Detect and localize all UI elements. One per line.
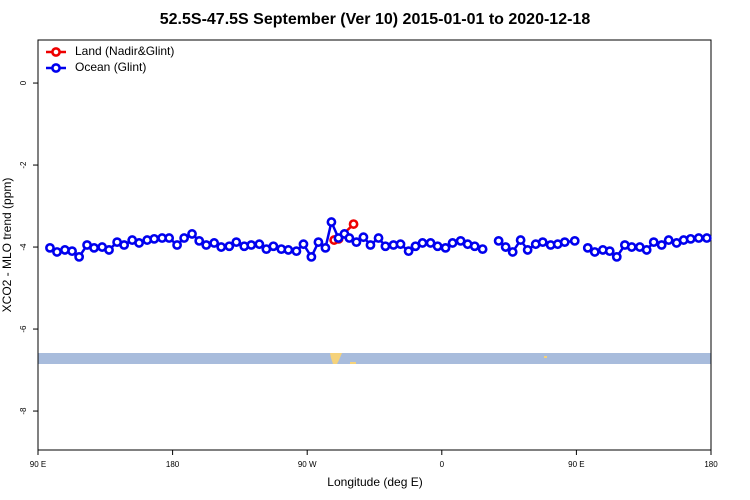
data-point	[89, 242, 99, 253]
x-axis-label: Longitude (deg E)	[327, 475, 422, 489]
data-point	[52, 247, 62, 257]
data-point	[469, 241, 480, 252]
data-point	[537, 237, 548, 248]
legend-label: Ocean (Glint)	[75, 60, 146, 74]
data-point	[417, 238, 428, 248]
x-tick-label: 180	[166, 460, 180, 469]
land-patch	[544, 356, 547, 358]
data-point	[45, 242, 55, 253]
data-point	[403, 246, 414, 257]
x-tick-label: 90 W	[298, 460, 317, 469]
data-point	[209, 238, 220, 248]
y-axis-label: XCO2 - MLO trend (ppm)	[0, 178, 14, 313]
land-patch	[330, 353, 342, 364]
data-point	[611, 251, 622, 262]
data-point	[298, 239, 309, 250]
data-point	[656, 240, 667, 250]
data-point	[201, 240, 212, 250]
data-point	[194, 235, 205, 246]
data-point	[216, 242, 227, 252]
data-point	[313, 237, 324, 248]
data-point	[134, 238, 144, 248]
data-point	[246, 240, 257, 250]
data-point	[648, 237, 659, 248]
data-point	[522, 245, 533, 255]
y-tick-label: -2	[19, 161, 28, 169]
data-point	[291, 246, 302, 257]
data-point	[569, 235, 580, 246]
x-tick-label: 180	[704, 460, 718, 469]
data-point	[447, 238, 458, 248]
data-point	[351, 237, 362, 248]
data-point	[365, 240, 376, 250]
data-point	[326, 217, 337, 227]
data-point	[119, 240, 130, 250]
data-point	[268, 241, 279, 252]
data-point	[231, 237, 242, 248]
data-point	[693, 233, 704, 243]
data-point	[701, 233, 712, 243]
legend-marker	[51, 47, 61, 57]
data-point	[477, 244, 488, 254]
data-point	[663, 235, 674, 245]
data-point	[283, 245, 294, 255]
data-point	[358, 232, 369, 243]
data-point	[559, 237, 570, 248]
data-point	[164, 233, 175, 243]
data-point	[500, 242, 511, 252]
data-point	[187, 229, 197, 239]
data-point	[348, 219, 359, 229]
data-point	[626, 242, 637, 252]
data-point	[224, 241, 235, 252]
y-tick-label: -8	[19, 407, 28, 415]
data-point	[641, 245, 652, 255]
data-point	[685, 233, 696, 244]
data-point	[67, 246, 77, 257]
data-point	[149, 233, 160, 244]
data-point	[507, 247, 518, 257]
y-tick-label: -4	[19, 243, 28, 251]
chart-title: 52.5S-47.5S September (Ver 10) 2015-01-0…	[160, 11, 591, 28]
x-tick-label: 90 E	[568, 460, 584, 469]
data-point	[179, 233, 190, 243]
map-strip	[38, 353, 711, 364]
data-point	[320, 242, 331, 253]
data-point	[432, 241, 443, 252]
data-point	[493, 235, 504, 246]
legend: Land (Nadir&Glint) Ocean (Glint)	[46, 44, 174, 74]
data-point	[306, 251, 317, 262]
data-point	[395, 239, 406, 250]
data-point	[104, 245, 114, 255]
data-point	[604, 246, 615, 257]
data-point	[373, 233, 384, 243]
plot-frame	[37, 39, 712, 451]
y-tick-label: -6	[19, 325, 28, 333]
y-tick-label: 0	[19, 80, 28, 85]
legend-label: Land (Nadir&Glint)	[75, 44, 174, 58]
data-point	[254, 239, 265, 250]
data-point	[440, 242, 451, 253]
x-tick-label: 90 E	[30, 460, 46, 469]
data-point	[582, 242, 593, 253]
data-point	[344, 233, 355, 243]
data-point	[74, 251, 85, 262]
data-point	[589, 247, 600, 257]
land-patch	[350, 362, 356, 364]
data-point	[380, 241, 391, 252]
legend-marker	[51, 63, 61, 73]
data-point	[515, 235, 526, 245]
x-tick-label: 0	[440, 460, 445, 469]
data-point	[172, 240, 182, 250]
